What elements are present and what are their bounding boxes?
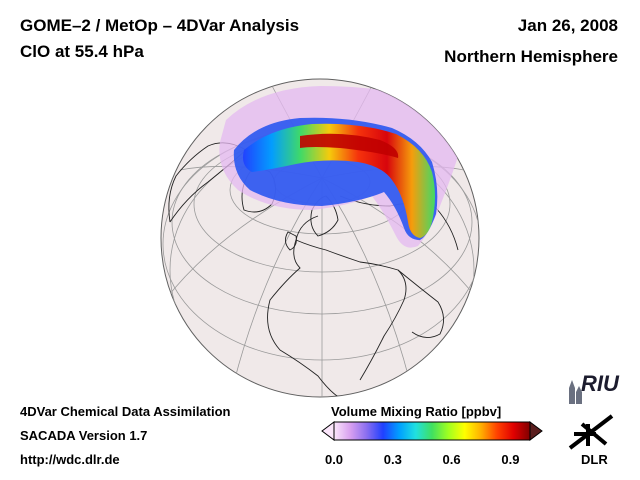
- footer-line-1: 4DVar Chemical Data Assimilation: [20, 404, 231, 419]
- riu-logo-icon: [569, 380, 582, 404]
- date-label: Jan 26, 2008: [517, 16, 618, 35]
- colorbar-title: Volume Mixing Ratio [ppbv]: [331, 404, 502, 419]
- colorbar-tick-label: 0.9: [501, 452, 520, 467]
- colorbar-bar: [333, 421, 531, 441]
- dlr-logo-text: DLR: [581, 452, 608, 467]
- colorbar-tick-label: 0.0: [324, 452, 344, 467]
- riu-logo-text: RIU: [581, 371, 619, 396]
- region-label: Northern Hemisphere: [444, 47, 618, 66]
- footer-link[interactable]: http://wdc.dlr.de: [20, 452, 120, 467]
- colorbar-under-arrow: [321, 421, 335, 441]
- dlr-logo-icon: [568, 414, 614, 450]
- colorbar: [321, 421, 543, 441]
- species-label: ClO at 55.4 hPa: [20, 42, 144, 61]
- colorbar-tick-label: 0.3: [383, 452, 402, 467]
- clo-field-peak: [300, 133, 399, 158]
- colorbar-tick-label: 0.6: [442, 452, 461, 467]
- map-title: GOME–2 / MetOp – 4DVar Analysis: [20, 16, 300, 35]
- colorbar-over-arrow: [529, 421, 543, 441]
- footer-line-2: SACADA Version 1.7: [20, 428, 148, 443]
